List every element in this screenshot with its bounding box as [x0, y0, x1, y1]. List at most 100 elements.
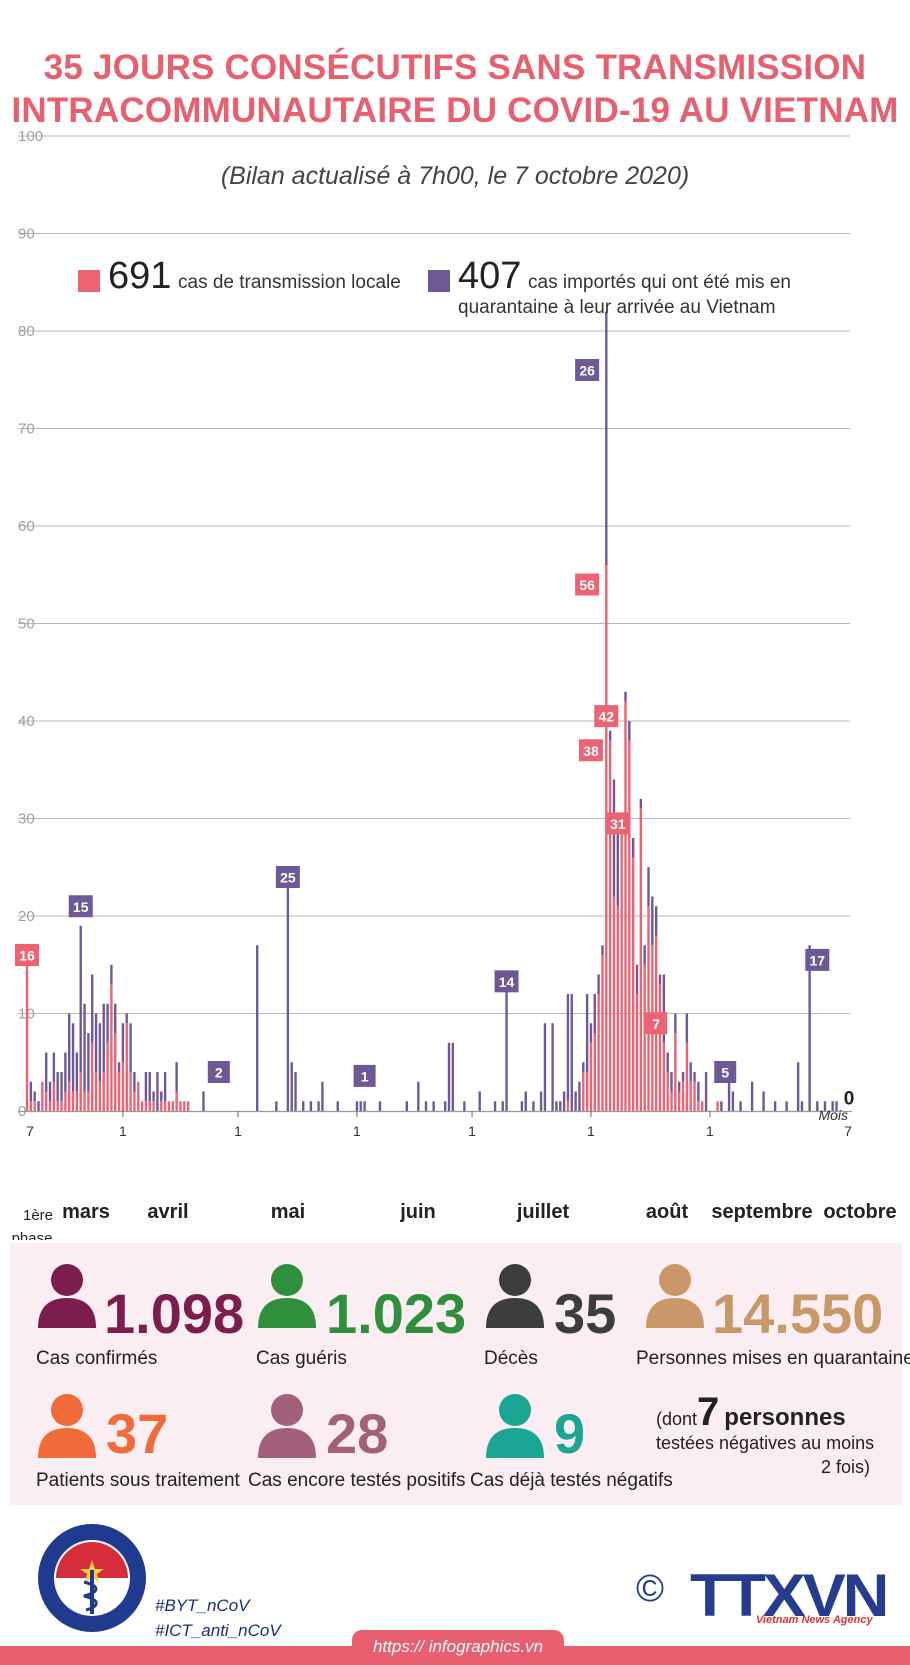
- data-label: 25: [280, 870, 296, 886]
- bar-imported: [543, 1023, 547, 1111]
- bar-local: [117, 1072, 121, 1111]
- bar-imported: [654, 906, 658, 936]
- data-label-box: [594, 705, 619, 728]
- stats-panel: [10, 1243, 902, 1505]
- bar-imported: [643, 945, 646, 965]
- bar-imported: [685, 1013, 689, 1043]
- bar-local: [601, 955, 604, 1111]
- bar-local: [631, 857, 635, 1111]
- x-month-label: juillet: [516, 1201, 570, 1223]
- legend-imported-swatch: [428, 270, 450, 292]
- ministry-of-health-logo: [38, 1524, 146, 1632]
- x-month-label: mars: [62, 1201, 110, 1223]
- bar-local: [148, 1101, 151, 1111]
- confirmed-value: 1.098: [104, 1282, 245, 1345]
- bar-imported: [739, 1101, 742, 1111]
- phase-label: 1ère: [23, 1207, 53, 1224]
- bar-local: [167, 1101, 171, 1111]
- bar-imported: [681, 1072, 685, 1082]
- bar-local: [110, 984, 113, 1111]
- bar-imported: [33, 1091, 36, 1102]
- bar-local: [681, 1081, 685, 1111]
- bar-local: [133, 1091, 136, 1111]
- bar-local: [102, 1072, 105, 1111]
- bar-imported: [589, 1023, 593, 1043]
- data-label: 7: [652, 1016, 660, 1032]
- bar-imported: [501, 1101, 504, 1111]
- recovered-label: Cas guéris: [256, 1348, 347, 1369]
- data-label-box: [68, 895, 93, 918]
- site-url-link[interactable]: https:// infographics.vn: [352, 1630, 564, 1665]
- bar-local: [33, 1101, 36, 1111]
- bar-imported: [566, 994, 570, 1102]
- bar-local: [670, 1091, 673, 1111]
- bar-imported: [129, 1023, 132, 1072]
- bar-imported: [443, 1101, 447, 1111]
- bar-local: [94, 1072, 98, 1111]
- bar-imported: [520, 1101, 524, 1111]
- bar-imported: [704, 1072, 708, 1111]
- bar-imported: [612, 779, 616, 897]
- x-end-label: 7: [844, 1123, 852, 1139]
- data-label: 5: [721, 1065, 729, 1081]
- bar-imported: [750, 1081, 754, 1111]
- bar-local: [566, 1101, 570, 1111]
- data-label-box: [575, 573, 600, 596]
- bar-imported: [582, 1062, 585, 1072]
- bar-local: [60, 1101, 63, 1111]
- data-label-box: [494, 970, 519, 993]
- bar-imported: [75, 1052, 79, 1092]
- bar-local: [639, 808, 643, 1111]
- bar-local: [605, 565, 608, 1111]
- bar-local: [87, 1091, 90, 1111]
- x-day-label: 1: [353, 1123, 361, 1139]
- bar-imported: [255, 945, 259, 1111]
- bar-local: [160, 1101, 163, 1111]
- bar-imported: [286, 867, 290, 1111]
- bar-imported: [796, 1062, 800, 1111]
- bar-local: [137, 1081, 140, 1111]
- y-tick-label: 20: [18, 908, 35, 925]
- bar-local: [121, 1062, 125, 1111]
- bar-imported: [175, 1062, 178, 1092]
- bar-local: [186, 1101, 190, 1111]
- data-label: 16: [19, 948, 35, 964]
- bar-imported: [71, 1023, 75, 1092]
- dont-line3: 2 fois): [820, 1457, 870, 1477]
- y-tick-label: 90: [18, 226, 35, 243]
- bar-local: [693, 1081, 696, 1111]
- bar-imported: [570, 994, 573, 1111]
- y-tick-label: 40: [18, 713, 35, 730]
- person-icon: [646, 1264, 704, 1328]
- title-line-1: 35 JOURS CONSÉCUTIFS SANS TRANSMISSION: [43, 48, 867, 87]
- bar-imported: [152, 1091, 155, 1102]
- bar-imported: [616, 828, 620, 907]
- person-icon: [486, 1264, 544, 1328]
- bar-imported: [60, 1072, 63, 1102]
- data-label: 2: [215, 1065, 223, 1081]
- bar-imported: [94, 1013, 98, 1072]
- bar-local: [685, 1042, 689, 1111]
- x-day-label: 1: [119, 1123, 127, 1139]
- bar-imported: [662, 974, 666, 1043]
- bar-local: [152, 1101, 155, 1111]
- bar-imported: [727, 1062, 731, 1111]
- y-tick-label: 100: [18, 128, 43, 145]
- bar-imported: [68, 1013, 71, 1082]
- bar-imported: [639, 799, 643, 809]
- bar-imported: [605, 311, 608, 565]
- bar-imported: [56, 1072, 59, 1102]
- bar-imported: [29, 1081, 33, 1102]
- x-day-label: 1: [706, 1123, 714, 1139]
- bar-imported: [91, 974, 94, 1043]
- bar-imported: [816, 1101, 819, 1111]
- bar-local: [114, 1033, 117, 1111]
- bar-local: [608, 740, 612, 1111]
- hashtag-byt[interactable]: #BYT_nCoV: [155, 1596, 250, 1615]
- title-line-2: INTRACOMMUNAUTAIRE DU COVID-19 AU VIETNA…: [11, 91, 899, 130]
- bar-imported: [275, 1101, 278, 1111]
- hashtag-ict[interactable]: #ICT_anti_nCoV: [155, 1621, 281, 1640]
- bar-local: [678, 1091, 681, 1111]
- negative-twice-note: (dont7 personnes testées négatives au mo…: [656, 1392, 896, 1479]
- person-icon: [38, 1394, 96, 1458]
